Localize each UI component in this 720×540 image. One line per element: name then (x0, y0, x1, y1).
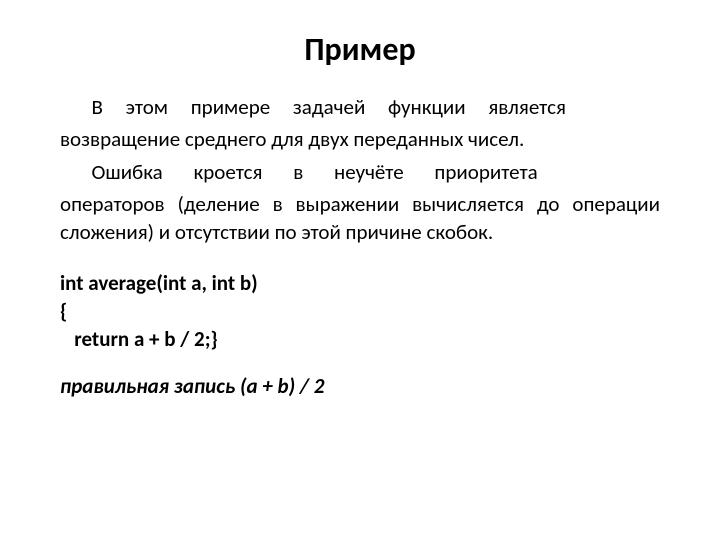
paragraph-2-rest: операторов (деление в выражении вычисляе… (60, 190, 660, 247)
slide-title: Пример (60, 30, 660, 69)
code-line-3: return a + b / 2;} (60, 325, 660, 353)
slide: Пример В этом примере задачей функции яв… (0, 0, 720, 540)
correct-line: правильная запись (a + b) / 2 (60, 372, 660, 400)
spacer-2 (60, 354, 660, 372)
paragraph-1-rest: возвращение среднего для двух переданных… (60, 125, 660, 153)
spacer-1 (60, 251, 660, 269)
code-line-1: int average(int a, int b) (60, 269, 660, 297)
code-line-2: { (60, 297, 660, 325)
paragraph-1-line-1: В этом примере задачей функции является (60, 93, 660, 121)
paragraph-2-line-1: Ошибка кроется в неучёте приоритета (60, 158, 660, 186)
